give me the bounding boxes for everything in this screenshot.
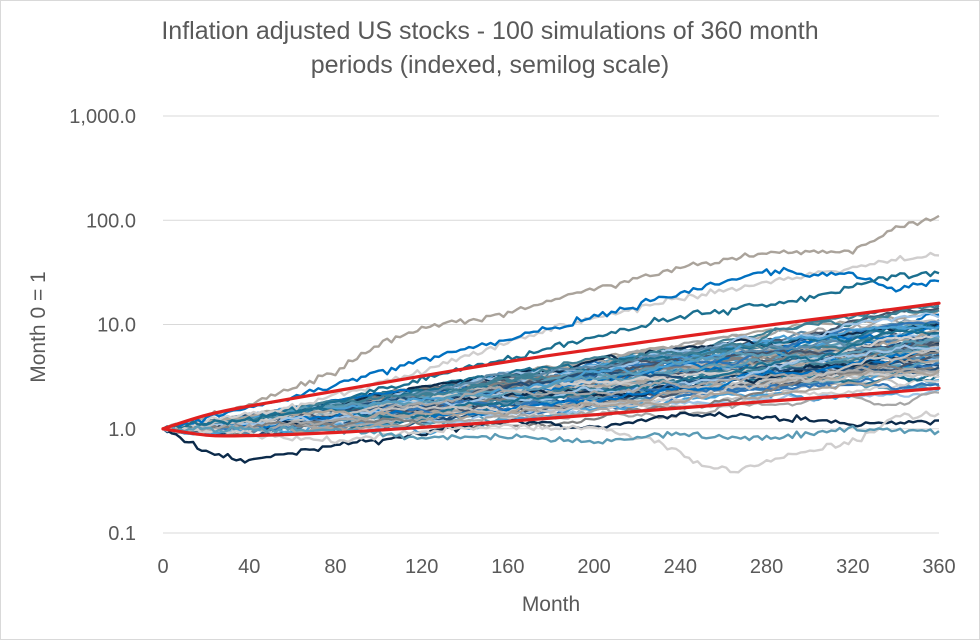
y-tick-labels: 0.1 1.0 10.0 100.0 1,000.0 xyxy=(69,106,136,545)
y-tick-label: 100.0 xyxy=(86,210,136,232)
x-tick-label: 320 xyxy=(836,556,869,578)
simulation-path xyxy=(162,368,940,431)
simulation-path-outlier xyxy=(162,214,940,430)
x-tick-label: 240 xyxy=(664,556,697,578)
x-tick-label: 40 xyxy=(238,556,260,578)
red-envelope-lines xyxy=(161,301,941,438)
simulation-path-outlier xyxy=(162,411,940,464)
y-axis-label: Month 0 = 1 xyxy=(27,271,50,383)
y-tick-label: 1,000.0 xyxy=(69,106,136,128)
y-tick-label: 10.0 xyxy=(97,315,136,337)
simulation-path-outlier xyxy=(162,424,940,445)
x-axis-label: Month xyxy=(522,593,580,616)
y-tick-label: 0.1 xyxy=(108,523,136,545)
chart-title-line-2: periods (indexed, semilog scale) xyxy=(310,51,670,79)
x-tick-labels: 0 40 80 120 160 200 240 280 320 360 xyxy=(157,556,955,578)
lower-envelope-line xyxy=(161,386,941,438)
x-tick-label: 120 xyxy=(405,556,438,578)
x-tick-label: 360 xyxy=(922,556,955,578)
simulation-paths xyxy=(162,214,940,474)
chart-title-line-1: Inflation adjusted US stocks - 100 simul… xyxy=(161,17,819,45)
simulation-path xyxy=(162,366,940,434)
upper-envelope-line xyxy=(161,301,941,431)
x-tick-label: 80 xyxy=(324,556,346,578)
x-tick-label: 280 xyxy=(750,556,783,578)
simulation-path-outlier xyxy=(162,270,940,430)
simulation-path-outlier xyxy=(162,251,940,430)
chart-title: Inflation adjusted US stocks - 100 simul… xyxy=(0,14,980,82)
y-tick-label: 1.0 xyxy=(108,419,136,441)
simulation-path xyxy=(162,337,940,430)
simulation-path-outlier xyxy=(162,410,940,474)
x-tick-label: 200 xyxy=(577,556,610,578)
x-tick-label: 160 xyxy=(491,556,524,578)
x-tick-label: 0 xyxy=(157,556,168,578)
simulation-path xyxy=(162,329,940,431)
simulation-path xyxy=(162,325,940,432)
